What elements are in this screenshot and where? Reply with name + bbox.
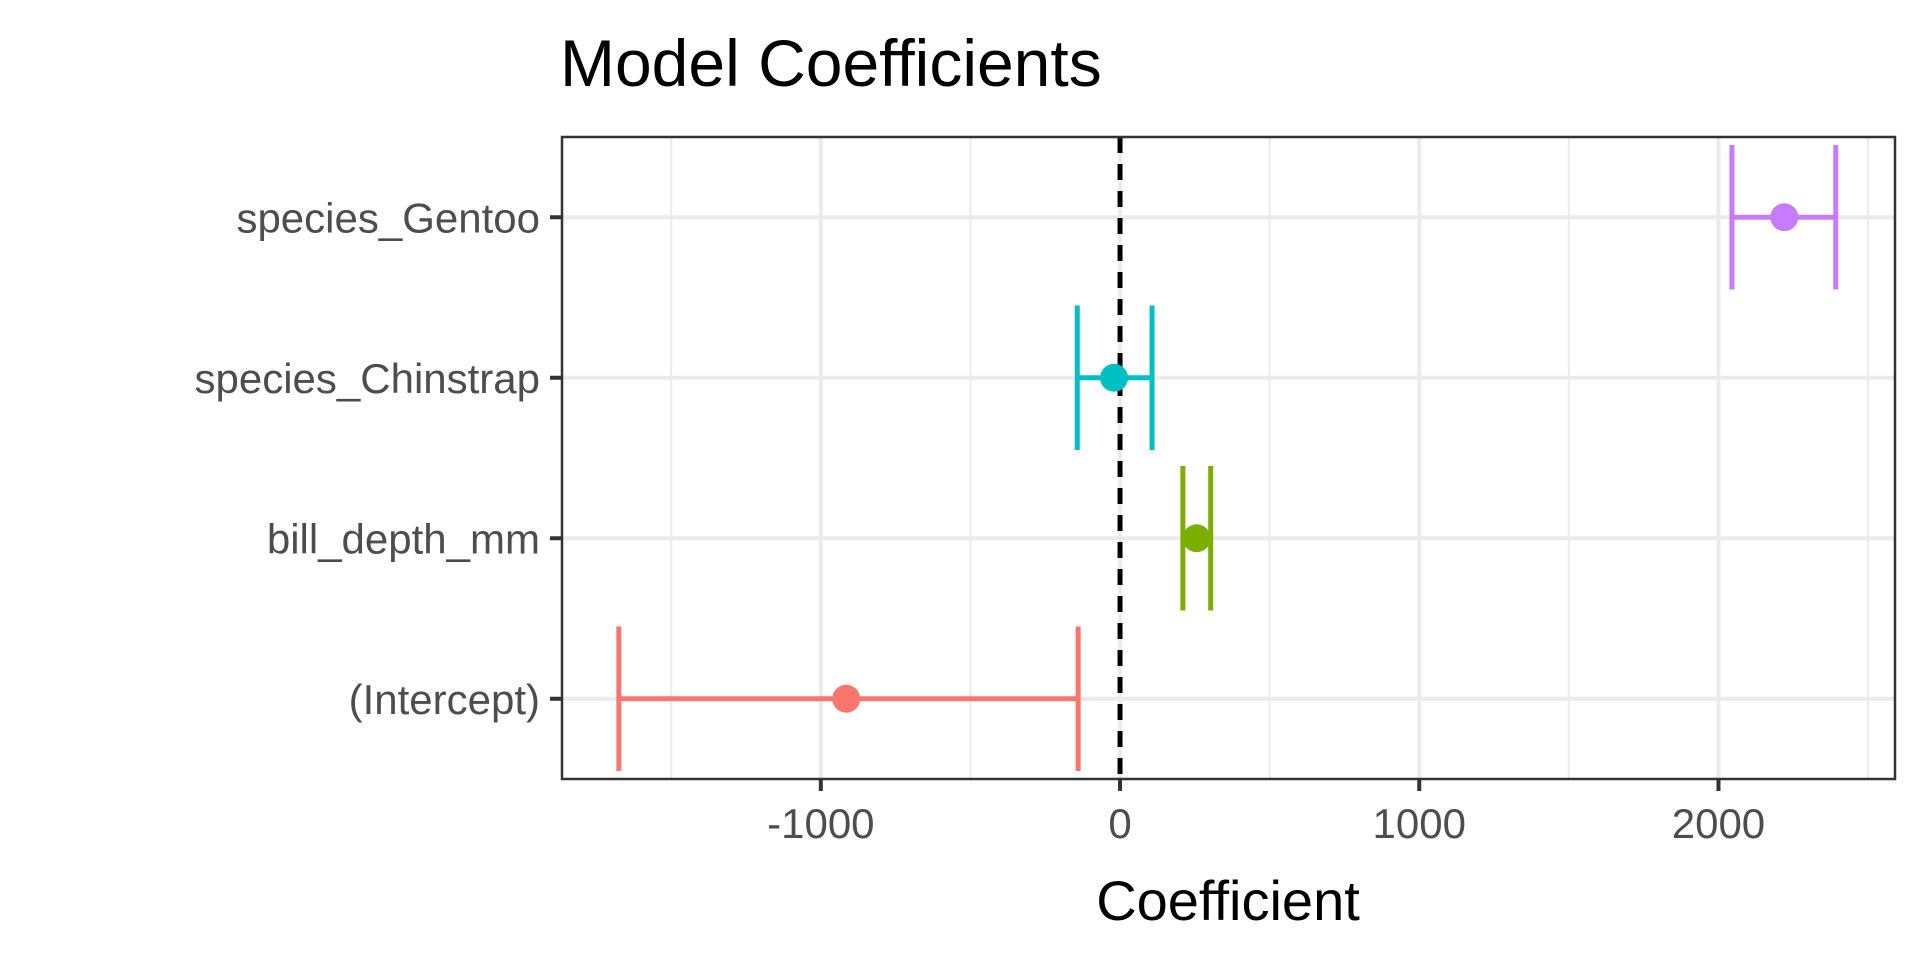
point-bill_depth_mm (1182, 524, 1211, 553)
x-axis: -1000 0 1000 2000 (767, 779, 1765, 847)
grid-minor (670, 137, 1870, 779)
x-tick-label: 0 (1108, 800, 1131, 847)
y-tick-label: (Intercept) (349, 676, 540, 723)
y-axis: (Intercept) bill_depth_mm species_Chinstra… (194, 194, 562, 723)
x-tick-label: -1000 (767, 800, 874, 847)
point-species_chinstrap (1100, 363, 1129, 392)
panel-border (560, 135, 1897, 781)
x-tick-label: 1000 (1373, 800, 1466, 847)
y-tick-label: species_Chinstrap (194, 355, 540, 402)
point-intercept (832, 684, 861, 713)
point-layer (832, 203, 1799, 713)
x-axis-title: Coefficient (1096, 869, 1360, 932)
y-tick-label: bill_depth_mm (267, 515, 540, 562)
errorbar-layer (616, 145, 1839, 771)
y-tick-label: species_Gentoo (236, 194, 540, 241)
chart-title: Model Coefficients (560, 26, 1102, 100)
x-tick-label: 2000 (1672, 800, 1765, 847)
grid-major (562, 137, 1895, 779)
point-species_gentoo (1770, 203, 1799, 232)
